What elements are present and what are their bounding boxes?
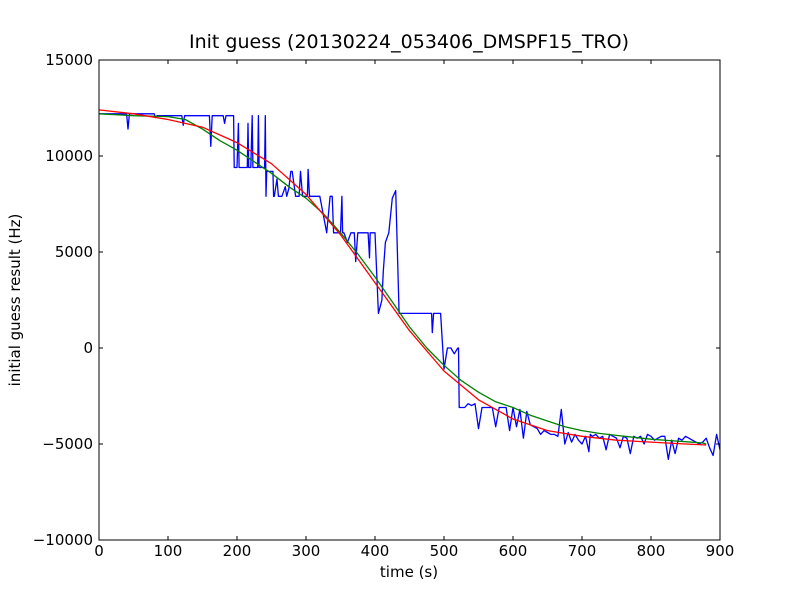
x-tick-label: 300 — [292, 542, 321, 560]
y-axis-label: initial guess result (Hz) — [6, 214, 24, 387]
x-tick-label: 800 — [637, 542, 666, 560]
x-tick-label: 400 — [361, 542, 390, 560]
plot-frame — [98, 59, 721, 541]
y-tick-label: 0 — [83, 339, 93, 357]
x-tick-label: 200 — [223, 542, 252, 560]
series-line-1 — [99, 113, 720, 461]
series-line-2 — [99, 113, 707, 445]
x-tick-label: 500 — [430, 542, 459, 560]
x-tick-label: 700 — [568, 542, 597, 560]
y-tick-label: 10000 — [45, 147, 93, 165]
x-tick-label: 0 — [94, 542, 104, 560]
y-tick-label: −10000 — [33, 531, 93, 549]
x-axis-label: time (s) — [380, 563, 438, 581]
x-tick-label: 900 — [706, 542, 735, 560]
series-line-3 — [99, 109, 707, 446]
x-tick-label: 100 — [154, 542, 183, 560]
y-tick-label: 15000 — [45, 51, 93, 69]
chart-title: Init guess (20130224_053406_DMSPF15_TRO) — [189, 31, 629, 53]
plot-area: 0 100 200 300 400 500 600 700 800 900 −10000 −5000 0… — [33, 51, 735, 560]
x-tick-label: 600 — [499, 542, 528, 560]
y-tick-label: 5000 — [55, 243, 93, 261]
y-tick-label: −5000 — [42, 435, 93, 453]
